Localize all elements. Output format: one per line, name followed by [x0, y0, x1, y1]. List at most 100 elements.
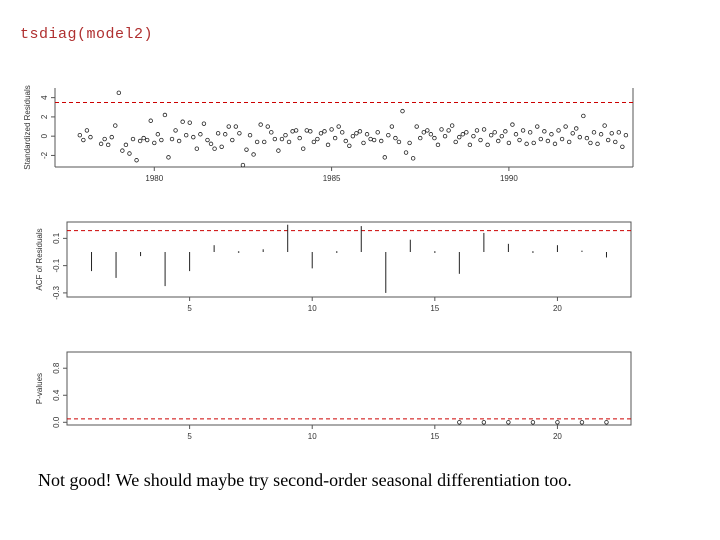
residual-point — [488, 133, 494, 138]
residual-point — [105, 142, 111, 148]
residual-point — [393, 135, 398, 141]
residual-point — [315, 136, 320, 142]
residual-point — [265, 124, 270, 129]
y-tick-label: 2 — [40, 114, 49, 119]
residual-point — [552, 141, 558, 147]
residual-point — [602, 123, 607, 128]
residual-point — [471, 133, 476, 139]
residual-point — [605, 137, 611, 143]
residual-point — [453, 139, 458, 145]
residual-point — [152, 140, 157, 146]
residual-point — [293, 128, 299, 133]
y-axis-title: P-values — [35, 373, 44, 404]
residual-point — [162, 112, 168, 118]
residual-point — [474, 128, 480, 133]
residual-point — [198, 132, 203, 137]
x-tick-label: 15 — [430, 432, 439, 441]
residual-point — [389, 124, 395, 129]
residual-point — [113, 123, 118, 128]
residual-point — [570, 131, 575, 136]
y-tick-label: 0.0 — [52, 416, 61, 428]
residual-point — [318, 131, 324, 136]
residual-point — [425, 128, 430, 133]
residual-point — [403, 150, 409, 155]
residual-point — [301, 146, 306, 151]
pvalues-panel: 0.0 0.4 0.8 5 10 15 20 P-values — [35, 351, 632, 441]
residual-point — [109, 134, 114, 140]
residual-point — [506, 140, 512, 146]
caption-text: Not good! We should maybe try second-ord… — [38, 470, 572, 490]
residual-point — [591, 130, 597, 135]
x-tick-label: 5 — [187, 304, 192, 313]
residual-point — [542, 129, 547, 134]
acf-bar — [237, 251, 240, 253]
residual-point — [446, 128, 451, 133]
residual-point — [340, 130, 345, 135]
residual-point — [513, 132, 519, 137]
x-tick-label: 1985 — [323, 174, 341, 183]
residual-point — [620, 144, 625, 149]
residual-point — [379, 138, 384, 144]
residual-point — [262, 139, 267, 145]
residual-point — [155, 132, 161, 137]
residual-point — [286, 139, 292, 145]
residual-point — [116, 90, 122, 96]
residual-point — [325, 142, 331, 148]
y-tick-label: 0.8 — [52, 362, 61, 374]
residual-point — [347, 143, 352, 149]
residual-point — [595, 141, 600, 147]
residual-point — [407, 140, 412, 146]
x-tick-label: 5 — [187, 432, 192, 441]
acf-panel: -0.3 -0.1 0.1 5 10 15 20 ACF of Residuals — [35, 221, 632, 313]
residual-point — [84, 128, 90, 133]
residual-point — [322, 129, 327, 134]
code-line: tsdiag(model2) — [20, 26, 154, 43]
residual-point — [414, 124, 419, 129]
residual-point — [371, 137, 377, 143]
residual-point — [577, 134, 583, 140]
residual-point — [464, 130, 469, 135]
residual-point — [304, 128, 309, 133]
residual-point — [527, 130, 533, 135]
residual-point — [123, 142, 129, 148]
residual-point — [609, 131, 614, 136]
residual-point — [205, 137, 210, 143]
residual-point — [418, 135, 423, 141]
residual-point — [141, 135, 146, 141]
residuals-panel: -2 0 2 4 1980 1985 1990 Standardized Residuals — [23, 85, 634, 183]
residual-point — [233, 124, 239, 129]
residual-point — [428, 132, 434, 137]
residual-point — [251, 152, 256, 157]
pvalue-point — [579, 420, 585, 425]
residual-point — [503, 129, 508, 134]
residual-point — [120, 148, 125, 153]
residual-point — [130, 136, 136, 142]
y-tick-label: 0.1 — [52, 232, 61, 244]
residual-point — [184, 133, 189, 138]
y-axis-title: Standardized Residuals — [23, 85, 32, 170]
residual-point — [410, 156, 416, 161]
residual-point — [623, 133, 629, 138]
residual-point — [616, 130, 622, 135]
residual-point — [240, 162, 246, 168]
residual-point — [166, 155, 171, 160]
residual-point — [223, 132, 228, 137]
residual-point — [244, 147, 249, 152]
residual-point — [581, 113, 586, 119]
x-tick-label: 15 — [430, 304, 439, 313]
residual-point — [584, 135, 590, 141]
x-tick-label: 20 — [553, 432, 562, 441]
residual-point — [598, 132, 604, 137]
residual-point — [297, 135, 302, 141]
residual-point — [343, 138, 348, 144]
residual-point — [485, 142, 490, 148]
residual-point — [272, 136, 278, 142]
residual-point — [332, 135, 338, 141]
residual-point — [613, 139, 618, 145]
residual-point — [247, 133, 253, 138]
residual-point — [531, 140, 536, 146]
residual-point — [432, 135, 437, 141]
y-tick-label: 0 — [40, 133, 49, 138]
residual-point — [237, 131, 242, 136]
residual-point — [559, 136, 565, 142]
